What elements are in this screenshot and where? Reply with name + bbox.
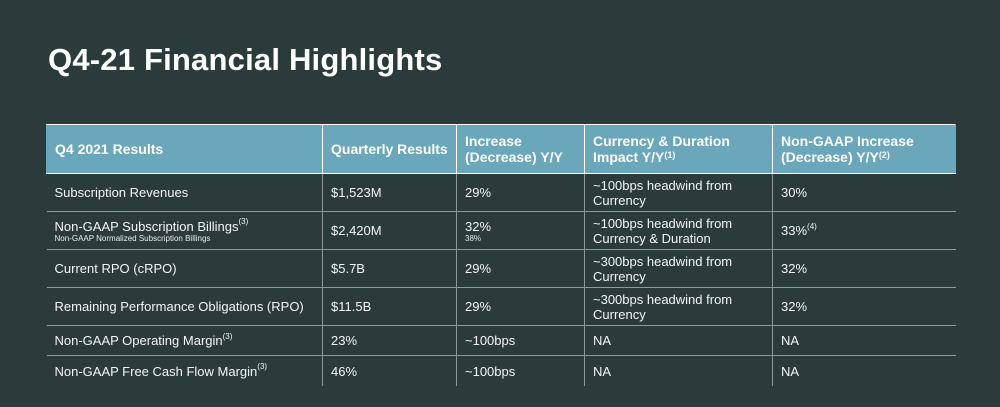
increase-cell: ~100bps [456, 355, 585, 386]
impact-cell: ~300bps headwind from Currency [584, 287, 773, 326]
increase-cell: 29% [456, 249, 585, 288]
impact-cell: NA [584, 355, 773, 386]
metric-footnote: (3) [257, 362, 268, 372]
impact-cell: ~300bps headwind from Currency [584, 249, 773, 288]
impact-line: Currency & Duration [593, 230, 711, 246]
increase-cell: 29% [456, 173, 585, 212]
table-body: Subscription Revenues $1,523M 29% ~100bp… [46, 173, 956, 387]
metric-label: Remaining Performance Obligations (RPO) [54, 299, 304, 314]
metric-cell: Non-GAAP Free Cash Flow Margin(3) [47, 356, 323, 387]
impact-line: ~100bps headwind from [593, 215, 733, 231]
non-gaap-cell: 32% [772, 249, 956, 288]
metric-label: Subscription Revenues [54, 185, 189, 200]
header-increase: Increase (Decrease) Y/Y [456, 124, 585, 174]
header-label: Non-GAAP Increase (Decrease) Y/Y [781, 133, 914, 165]
metric-label: Current RPO (cRPO) [54, 261, 177, 276]
impact-line: Currency [593, 306, 646, 322]
metric-footnote: (3) [238, 217, 249, 227]
impact-cell: NA [584, 325, 773, 356]
metric-label: Non-GAAP Free Cash Flow Margin [54, 363, 258, 379]
impact-cell: ~100bps headwind from Currency & Duration [584, 211, 773, 250]
non-gaap-footnote: (4) [807, 221, 817, 231]
financial-highlights-table: Q4 2021 Results Quarterly Results Increa… [46, 124, 956, 386]
metric-footnote: (3) [222, 331, 233, 341]
non-gaap-cell: NA [772, 325, 956, 356]
metric-label: Non-GAAP Operating Margin [54, 333, 223, 348]
impact-cell: ~100bps headwind from Currency [584, 173, 773, 212]
quarterly-cell: $2,420M [322, 211, 457, 250]
impact-line: ~300bps headwind from [593, 253, 733, 269]
header-q4-results: Q4 2021 Results [46, 124, 323, 174]
metric-sublabel: Non-GAAP Normalized Subscription Billing… [54, 233, 211, 243]
non-gaap-cell: 33%(4) [772, 211, 956, 250]
metric-cell: Subscription Revenues [46, 173, 323, 212]
increase-cell: ~100bps [456, 325, 585, 356]
impact-line: Currency [593, 268, 646, 284]
metric-cell: Remaining Performance Obligations (RPO) [46, 287, 323, 326]
header-label: Q4 2021 Results [55, 141, 164, 157]
table-row: Current RPO (cRPO) $5.7B 29% ~300bps hea… [46, 249, 956, 288]
quarterly-cell: $1,523M [322, 173, 457, 212]
quarterly-cell: $11.5B [322, 287, 457, 326]
non-gaap-cell: 30% [772, 173, 956, 212]
increase-value: 32% [465, 218, 492, 234]
header-label: Increase (Decrease) Y/Y [465, 133, 563, 165]
increase-subvalue: 38% [465, 233, 482, 243]
header-label: Currency & Duration Impact Y/Y [593, 133, 730, 165]
quarterly-cell: $5.7B [322, 249, 457, 288]
header-quarterly-results: Quarterly Results [322, 124, 457, 174]
table-row: Subscription Revenues $1,523M 29% ~100bp… [46, 173, 956, 212]
header-non-gaap-increase: Non-GAAP Increase (Decrease) Y/Y(2) [772, 124, 956, 174]
table-row: Remaining Performance Obligations (RPO) … [46, 287, 956, 326]
increase-cell: 29% [456, 287, 585, 326]
quarterly-cell: 46% [322, 355, 457, 386]
metric-cell: Non-GAAP Subscription Billings(3) Non-GAA… [46, 211, 323, 250]
table-row: Non-GAAP Operating Margin(3) 23% ~100bps… [46, 325, 956, 356]
header-label: Quarterly Results [331, 141, 448, 157]
non-gaap-value: 33% [781, 223, 808, 238]
page-title: Q4-21 Financial Highlights [48, 42, 443, 77]
impact-line: ~100bps headwind from [593, 177, 733, 193]
table-row: Non-GAAP Free Cash Flow Margin(3) 46% ~1… [47, 355, 956, 387]
impact-line: Currency [593, 192, 646, 208]
table-row: Non-GAAP Subscription Billings(3) Non-GAA… [46, 211, 956, 250]
quarterly-cell: 23% [322, 325, 457, 356]
non-gaap-cell: NA [772, 355, 956, 386]
metric-cell: Non-GAAP Operating Margin(3) [46, 325, 323, 356]
header-currency-duration-impact: Currency & Duration Impact Y/Y(1) [584, 124, 773, 174]
header-footnote: (1) [664, 150, 676, 160]
table-header: Q4 2021 Results Quarterly Results Increa… [46, 124, 956, 174]
metric-label: Non-GAAP Subscription Billings [54, 218, 239, 234]
metric-cell: Current RPO (cRPO) [46, 249, 323, 288]
financial-highlights-table-container: Q4 2021 Results Quarterly Results Increa… [46, 124, 956, 386]
non-gaap-cell: 32% [772, 287, 956, 326]
impact-line: ~300bps headwind from [593, 291, 733, 307]
header-footnote: (2) [878, 150, 890, 160]
header-row: Q4 2021 Results Quarterly Results Increa… [46, 124, 956, 174]
increase-cell: 32% 38% [456, 211, 585, 250]
